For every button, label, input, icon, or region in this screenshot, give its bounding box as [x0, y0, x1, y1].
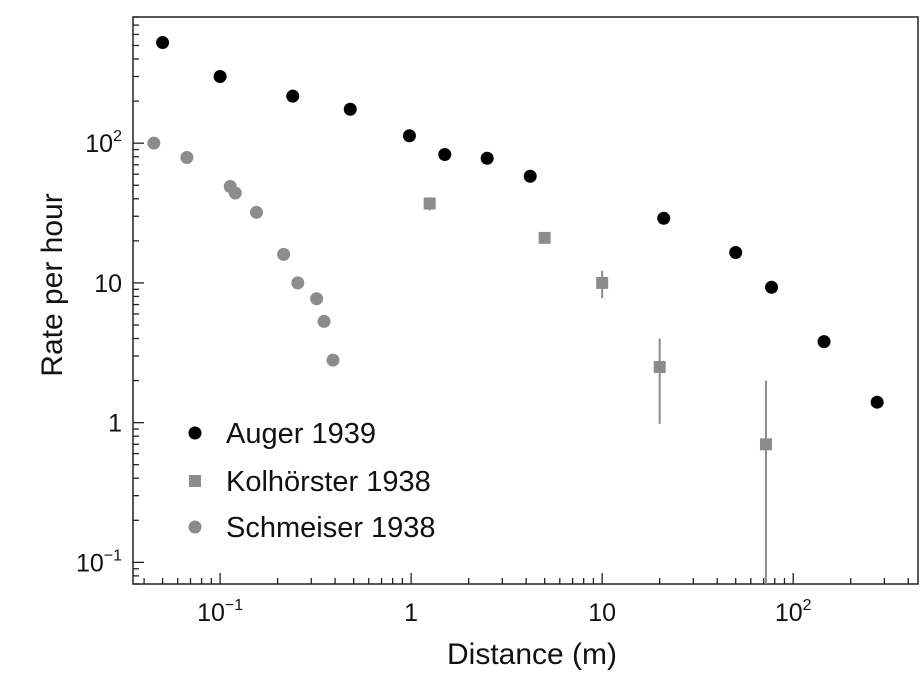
legend-marker: [189, 475, 201, 487]
data-point: [870, 395, 884, 409]
data-point: [277, 247, 291, 261]
data-point: [729, 246, 743, 260]
data-point: [480, 151, 494, 165]
data-point: [596, 276, 609, 289]
data-point: [423, 197, 436, 210]
series-group: [147, 36, 884, 584]
data-point: [180, 150, 194, 164]
y-tick-label: 102: [85, 128, 122, 158]
tick-group: [133, 16, 909, 585]
data-point: [156, 36, 170, 50]
y-axis-label: Rate per hour: [36, 193, 69, 376]
data-point: [317, 314, 331, 328]
data-point: [291, 276, 305, 290]
data-point: [657, 211, 671, 225]
series-1: [423, 197, 772, 584]
data-point: [326, 353, 340, 367]
data-point: [228, 186, 242, 200]
legend-marker: [188, 520, 202, 534]
series-0: [156, 36, 884, 409]
data-point: [147, 136, 161, 150]
data-point: [538, 231, 551, 244]
data-point: [286, 89, 300, 103]
x-tick-label: 10: [588, 599, 616, 627]
data-point: [523, 169, 537, 183]
data-point: [653, 361, 666, 374]
y-tick-label: 10: [94, 270, 122, 298]
legend-label: Kolhörster 1938: [226, 466, 431, 498]
plot-area: [132, 16, 919, 585]
x-axis-label: Distance (m): [447, 638, 617, 671]
y-tick-label: 10−1: [76, 547, 122, 577]
data-point: [402, 129, 416, 143]
x-tick-label: 102: [775, 597, 812, 627]
legend-label: Schmeiser 1938: [226, 512, 436, 544]
data-point: [310, 292, 324, 306]
series-2: [147, 136, 340, 367]
data-point: [759, 438, 772, 451]
data-point: [817, 335, 831, 349]
y-tick-label: 1: [108, 410, 122, 438]
x-tick-label: 1: [404, 599, 418, 627]
legend-marker: [188, 426, 202, 440]
data-point: [213, 70, 227, 84]
data-point: [765, 280, 779, 294]
data-point: [249, 205, 263, 219]
tick-label-group: 10−1 1 10 102 10−1 1 10 102: [76, 128, 812, 627]
data-point: [438, 147, 452, 161]
x-tick-label: 10−1: [197, 597, 243, 627]
legend: Auger 1939 Kolhörster 1938 Schmeiser 1938: [188, 418, 436, 544]
data-point: [343, 102, 357, 116]
legend-label: Auger 1939: [226, 418, 376, 450]
